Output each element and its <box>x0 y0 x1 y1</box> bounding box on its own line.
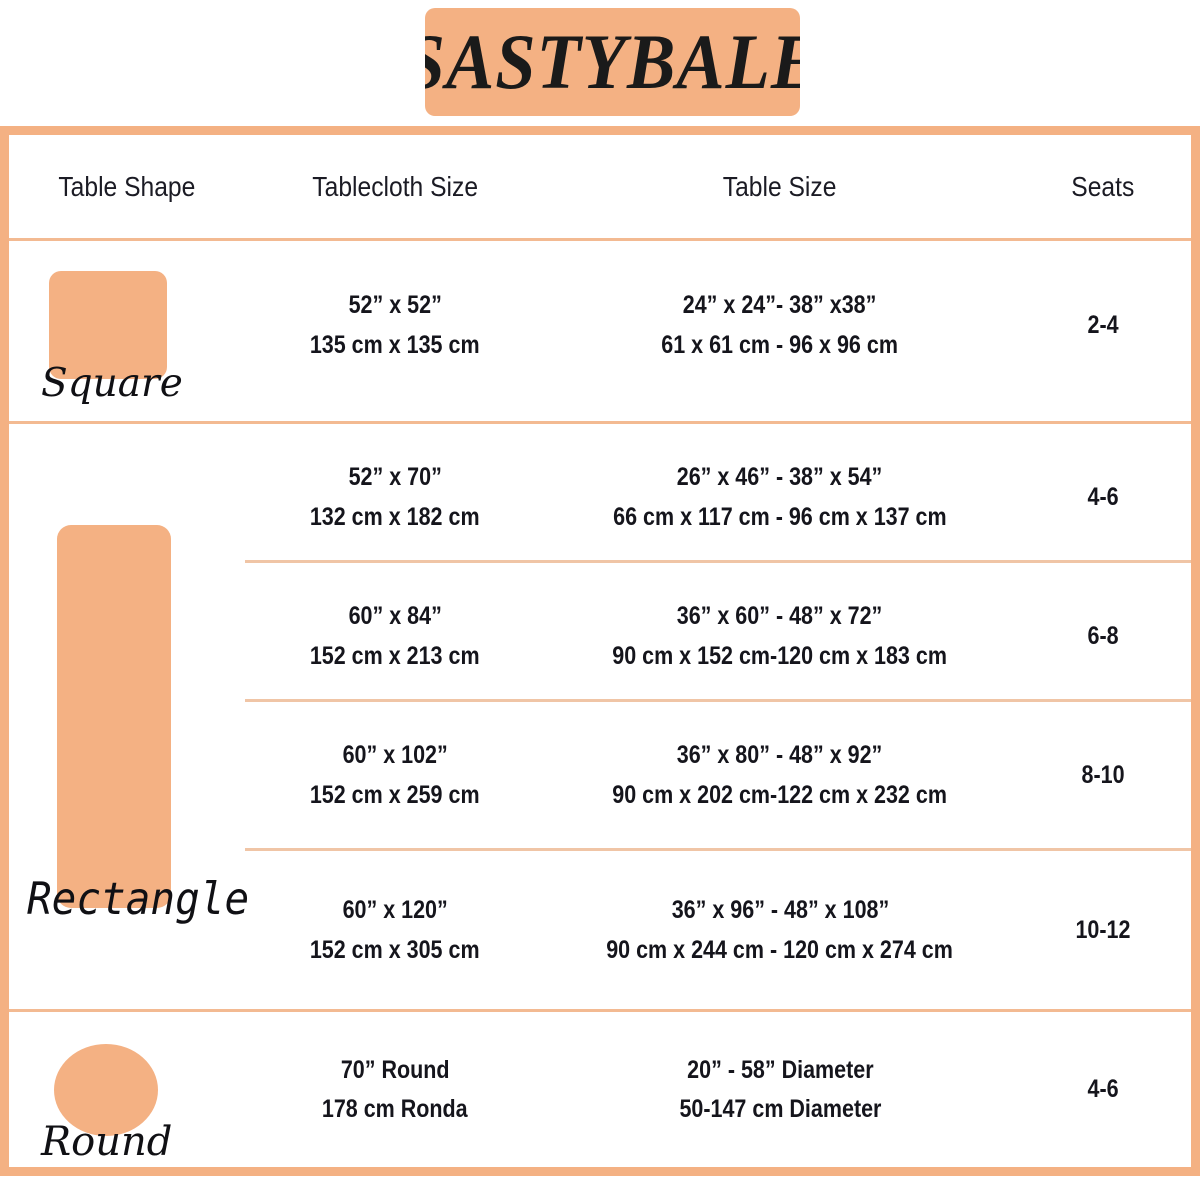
cell-tablecloth-size: 52” x 70” 132 cm x 182 cm <box>245 424 545 570</box>
cell-seats: 10-12 <box>1015 851 1191 1009</box>
cell-seats: 2-4 <box>1015 241 1191 409</box>
tablecloth-size-inches: 60” x 120” <box>342 896 448 925</box>
divider-after-square <box>9 421 1191 424</box>
cell-table-size: 36” x 60” - 48” x 72” 90 cm x 152 cm-120… <box>545 563 1015 709</box>
table-size-inches: 20” - 58” Diameter <box>686 1055 874 1084</box>
square-swatch-icon <box>49 271 167 379</box>
shape-label-square: Square <box>41 361 183 406</box>
tablecloth-size-cm: 152 cm x 259 cm <box>310 780 480 809</box>
tablecloth-size-inches: 52” x 70” <box>348 463 442 492</box>
size-table: Table Shape Tablecloth Size Table Size S… <box>0 126 1200 1176</box>
table-row: 60” x 102” 152 cm x 259 cm 36” x 80” - 4… <box>9 702 1191 848</box>
table-row: 52” x 52” 135 cm x 135 cm 24” x 24”- 38”… <box>9 241 1191 409</box>
column-header-table-shape: Table Shape <box>9 135 245 238</box>
table-size-cm: 90 cm x 202 cm-122 cm x 232 cm <box>612 780 948 809</box>
table-size-cm: 50-147 cm Diameter <box>679 1095 881 1123</box>
table-size-inches: 36” x 96” - 48” x 108” <box>671 896 889 925</box>
table-row: 60” x 84” 152 cm x 213 cm 36” x 60” - 48… <box>9 563 1191 709</box>
column-header-tablecloth-size-label: Tablecloth Size <box>312 170 478 202</box>
divider-rectangle-1 <box>245 560 1191 563</box>
cell-seats: 8-10 <box>1015 702 1191 848</box>
seats-value: 6-8 <box>1087 621 1119 650</box>
shape-label-rectangle: Rectangle <box>27 873 250 925</box>
cell-seats: 4-6 <box>1015 424 1191 570</box>
tablecloth-size-cm: 132 cm x 182 cm <box>310 502 480 531</box>
cell-tablecloth-size: 60” x 84” 152 cm x 213 cm <box>245 563 545 709</box>
column-header-table-size: Table Size <box>545 135 1015 238</box>
tablecloth-size-inches: 70” Round <box>340 1055 450 1084</box>
tablecloth-size-cm: 178 cm Ronda <box>322 1095 468 1123</box>
cell-table-size: 36” x 96” - 48” x 108” 90 cm x 244 cm - … <box>545 851 1015 1009</box>
table-row: 52” x 70” 132 cm x 182 cm 26” x 46” - 38… <box>9 424 1191 570</box>
seats-value: 4-6 <box>1087 482 1119 511</box>
table-size-inches: 36” x 60” - 48” x 72” <box>677 602 883 631</box>
seats-value: 8-10 <box>1081 760 1125 789</box>
divider-rectangle-3 <box>245 848 1191 851</box>
table-row: 60” x 120” 152 cm x 305 cm 36” x 96” - 4… <box>9 851 1191 1009</box>
rectangle-swatch-wrap <box>9 424 245 1009</box>
column-header-table-size-label: Table Size <box>723 170 837 202</box>
brand-name: SASTYBALE <box>425 18 800 105</box>
cell-tablecloth-size: 52” x 52” 135 cm x 135 cm <box>245 241 545 409</box>
table-grid: Table Shape Tablecloth Size Table Size S… <box>9 135 1191 1167</box>
cell-table-size: 36” x 80” - 48” x 92” 90 cm x 202 cm-122… <box>545 702 1015 848</box>
column-header-seats-label: Seats <box>1071 170 1135 202</box>
tablecloth-size-inches: 52” x 52” <box>348 291 442 320</box>
cell-table-size: 26” x 46” - 38” x 54” 66 cm x 117 cm - 9… <box>545 424 1015 570</box>
table-size-inches: 36” x 80” - 48” x 92” <box>677 741 883 770</box>
tablecloth-size-cm: 152 cm x 305 cm <box>310 935 480 964</box>
divider-rectangle-2 <box>245 699 1191 702</box>
seats-value: 2-4 <box>1087 310 1119 339</box>
shape-cell-square <box>9 241 245 409</box>
table-size-cm: 90 cm x 152 cm-120 cm x 183 cm <box>612 641 948 670</box>
cell-seats: 4-6 <box>1015 1012 1191 1167</box>
shape-cell-round <box>9 1012 245 1167</box>
tablecloth-size-inches: 60” x 102” <box>342 741 448 770</box>
brand-banner: SASTYBALE <box>425 8 800 116</box>
table-size-cm: 90 cm x 244 cm - 120 cm x 274 cm <box>606 935 954 964</box>
cell-tablecloth-size: 60” x 102” 152 cm x 259 cm <box>245 702 545 848</box>
table-row: 70” Round 178 cm Ronda 20” - 58” Diamete… <box>9 1012 1191 1167</box>
table-header-row: Table Shape Tablecloth Size Table Size S… <box>9 135 1191 238</box>
shape-label-round: Round <box>41 1119 173 1165</box>
circle-swatch-icon <box>54 1043 158 1136</box>
tablecloth-size-cm: 152 cm x 213 cm <box>310 641 480 670</box>
table-size-inches: 24” x 24”- 38” x38” <box>683 291 877 320</box>
cell-seats: 6-8 <box>1015 563 1191 709</box>
shape-cell-rectangle <box>9 424 245 1009</box>
divider-after-rectangle <box>9 1009 1191 1012</box>
table-size-cm: 66 cm x 117 cm - 96 cm x 137 cm <box>613 502 947 531</box>
cell-tablecloth-size: 60” x 120” 152 cm x 305 cm <box>245 851 545 1009</box>
cell-tablecloth-size: 70” Round 178 cm Ronda <box>245 1012 545 1167</box>
cell-table-size: 24” x 24”- 38” x38” 61 x 61 cm - 96 x 96… <box>545 241 1015 409</box>
table-size-cm: 61 x 61 cm - 96 x 96 cm <box>661 330 899 359</box>
rectangle-swatch-icon <box>57 525 171 908</box>
seats-value: 4-6 <box>1087 1075 1119 1104</box>
tablecloth-size-cm: 135 cm x 135 cm <box>310 330 480 359</box>
column-header-table-shape-label: Table Shape <box>58 170 196 202</box>
table-size-inches: 26” x 46” - 38” x 54” <box>677 463 883 492</box>
divider-header <box>9 238 1191 241</box>
tablecloth-size-inches: 60” x 84” <box>348 602 442 631</box>
column-header-seats: Seats <box>1015 135 1191 238</box>
seats-value: 10-12 <box>1075 915 1131 944</box>
column-header-tablecloth-size: Tablecloth Size <box>245 135 545 238</box>
cell-table-size: 20” - 58” Diameter 50-147 cm Diameter <box>545 1012 1015 1167</box>
